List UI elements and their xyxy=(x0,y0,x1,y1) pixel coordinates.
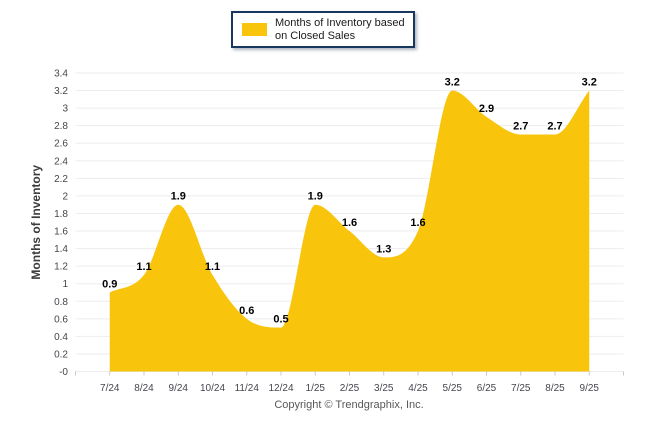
svg-text:7/24: 7/24 xyxy=(100,383,120,394)
svg-text:2.7: 2.7 xyxy=(513,120,528,132)
svg-text:3: 3 xyxy=(62,104,68,115)
copyright-text: Copyright © Trendgraphix, Inc. xyxy=(274,399,424,411)
svg-text:3.2: 3.2 xyxy=(445,77,460,89)
svg-text:1.1: 1.1 xyxy=(136,261,151,273)
area-path xyxy=(109,90,590,372)
svg-text:-0: -0 xyxy=(59,367,68,378)
svg-text:3/25: 3/25 xyxy=(374,383,394,394)
area-series xyxy=(109,90,590,372)
svg-text:0.4: 0.4 xyxy=(54,332,68,343)
svg-text:9/25: 9/25 xyxy=(580,383,600,394)
legend: Months of Inventory based on Closed Sale… xyxy=(231,11,415,48)
data-labels: 0.9 1.1 1.9 1.1 0.6 0.5 1.9 1.6 1.3 1.6 3.2 2.9 2.7 2… xyxy=(102,77,597,326)
svg-text:1.9: 1.9 xyxy=(308,191,323,203)
svg-text:Months of Inventory: Months of Inventory xyxy=(29,165,43,280)
svg-text:2.7: 2.7 xyxy=(547,120,562,132)
svg-text:2.2: 2.2 xyxy=(54,174,68,185)
svg-text:1.1: 1.1 xyxy=(205,261,220,273)
x-axis-labels: 7/24 8/24 9/24 10/24 11/24 12/24 1/25 2/25 3/25 4… xyxy=(100,383,599,394)
svg-text:1.8: 1.8 xyxy=(54,209,68,220)
svg-text:0.5: 0.5 xyxy=(273,314,288,326)
svg-text:8/25: 8/25 xyxy=(545,383,565,394)
svg-text:1.6: 1.6 xyxy=(54,227,68,238)
svg-text:2: 2 xyxy=(62,191,68,202)
svg-text:10/24: 10/24 xyxy=(200,383,225,394)
svg-text:8/24: 8/24 xyxy=(134,383,154,394)
svg-text:1.6: 1.6 xyxy=(410,217,425,229)
svg-text:1.2: 1.2 xyxy=(54,262,68,273)
x-axis-ticks xyxy=(75,371,624,376)
svg-text:5/25: 5/25 xyxy=(443,383,463,394)
y-axis-title: Months of Inventory xyxy=(29,165,43,280)
legend-label: Months of Inventory based on Closed Sale… xyxy=(275,16,405,42)
svg-text:0.6: 0.6 xyxy=(239,305,254,317)
svg-text:1.4: 1.4 xyxy=(54,244,68,255)
svg-text:3.2: 3.2 xyxy=(54,86,68,97)
svg-text:12/24: 12/24 xyxy=(268,383,293,394)
svg-text:0.8: 0.8 xyxy=(54,297,68,308)
svg-text:1.9: 1.9 xyxy=(171,191,186,203)
svg-text:2.6: 2.6 xyxy=(54,139,68,150)
svg-text:0.6: 0.6 xyxy=(54,314,68,325)
svg-text:4/25: 4/25 xyxy=(408,383,428,394)
svg-text:9/24: 9/24 xyxy=(169,383,189,394)
svg-text:1.6: 1.6 xyxy=(342,217,357,229)
svg-text:11/24: 11/24 xyxy=(235,383,260,394)
svg-text:2.9: 2.9 xyxy=(479,103,494,115)
svg-text:2.4: 2.4 xyxy=(54,156,68,167)
svg-text:2/25: 2/25 xyxy=(340,383,360,394)
svg-text:1: 1 xyxy=(62,279,68,290)
svg-text:3.4: 3.4 xyxy=(54,69,68,80)
svg-text:0.2: 0.2 xyxy=(54,349,68,360)
svg-text:1/25: 1/25 xyxy=(306,383,326,394)
y-axis-labels: 3.4 3.2 3 2.8 2.6 2.4 2.2 2 1.8 1.6 1.4 1.2 1 0.8 0.6 0… xyxy=(54,69,68,379)
legend-swatch-icon xyxy=(242,23,267,36)
svg-text:0.9: 0.9 xyxy=(102,278,117,290)
svg-text:2.8: 2.8 xyxy=(54,121,68,132)
svg-text:1.3: 1.3 xyxy=(376,243,391,255)
svg-text:7/25: 7/25 xyxy=(511,383,531,394)
svg-text:3.2: 3.2 xyxy=(582,77,597,89)
svg-text:6/25: 6/25 xyxy=(477,383,497,394)
